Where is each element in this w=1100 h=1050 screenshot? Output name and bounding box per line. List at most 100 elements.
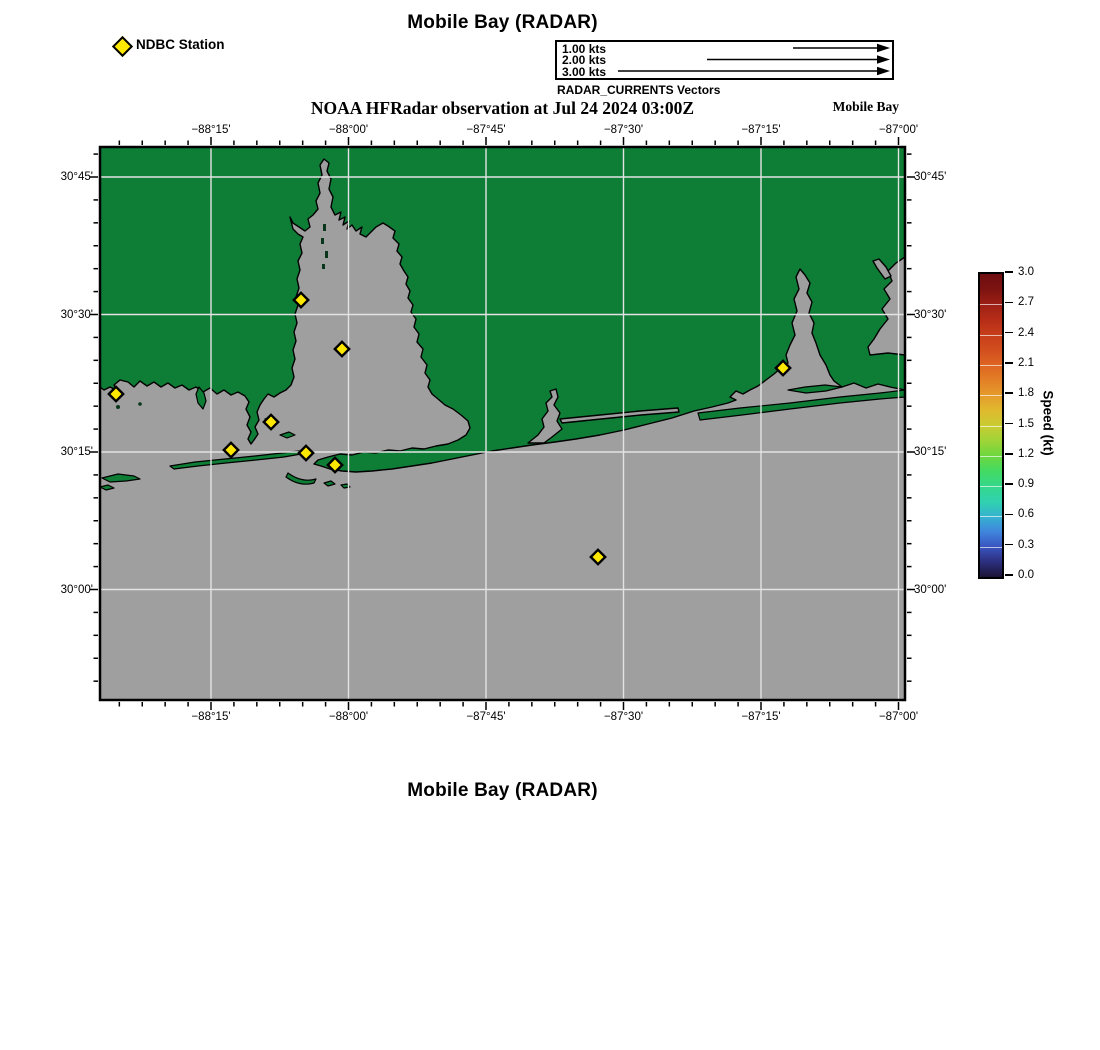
- lon-tick-label-top: −87°45': [466, 124, 506, 136]
- colorbar-tick: [1005, 543, 1013, 546]
- colorbar-tick-label: 0.6: [1018, 508, 1034, 521]
- lon-tick-label-top: −87°00': [878, 124, 919, 136]
- lon-tick-label-bottom: −87°15': [741, 711, 781, 723]
- colorbar-tick-label: 2.7: [1018, 296, 1034, 309]
- colorbar-tick: [1005, 513, 1013, 516]
- vector-arrowhead: [877, 55, 890, 64]
- lon-tick-label-top: −87°30': [603, 124, 644, 136]
- ndbc-station-legend-label: NDBC Station: [136, 37, 225, 52]
- ndbc-station-marker: [222, 441, 240, 459]
- ndbc-station-marker: [107, 385, 125, 403]
- sand-island: [285, 472, 317, 485]
- isle-aux-herbes: [195, 386, 207, 410]
- lon-tick-label-bottom: −87°00': [878, 711, 919, 723]
- vector-scale-1kt: 1.00 kts: [562, 41, 607, 56]
- colorbar-tick-label: 2.1: [1018, 356, 1034, 369]
- colorbar-tick: [1005, 301, 1013, 304]
- vector-arrowhead: [877, 66, 890, 76]
- ndbc-station-markers: [107, 291, 792, 566]
- colorbar-tick: [1005, 362, 1013, 364]
- lon-tick-label-top: −88°15': [191, 124, 231, 136]
- colorbar-tick: [1005, 271, 1013, 273]
- oyster-bay-water: [527, 388, 563, 444]
- little-lagoon-water: [559, 407, 680, 424]
- colorbar-tick: [1005, 483, 1013, 485]
- delta-islet: [321, 238, 324, 244]
- colorbar-tick: [1005, 392, 1013, 394]
- delta-islet: [325, 251, 328, 258]
- lat-tick-label-right: 30°15': [914, 446, 947, 458]
- colorbar-tick-label: 0.0: [1018, 569, 1034, 581]
- colorbar-separator: [980, 516, 1002, 518]
- vector-scale-2kt: 2.00 kts: [562, 53, 607, 67]
- vector-scale-legend: 1.00 kts 2.00 kts 3.00 kts: [555, 40, 894, 80]
- vector-scale-arrows: [618, 43, 890, 76]
- colorbar-tick: [1005, 422, 1013, 425]
- petit-bois-island: [101, 473, 141, 483]
- colorbar-separator: [980, 395, 1002, 397]
- colorbar-tick: [1005, 453, 1013, 455]
- colorbar-tick-label: 0.3: [1018, 538, 1034, 551]
- sand-islet-3: [340, 483, 351, 489]
- page-title: Mobile Bay (RADAR): [407, 12, 598, 33]
- region-label: Mobile Bay: [832, 99, 899, 114]
- colorbar-separator: [980, 304, 1002, 306]
- lat-tick-label-left: 30°00': [60, 583, 93, 596]
- lon-tick-label-bottom: −88°00': [328, 711, 369, 723]
- cedar-point-islet: [279, 431, 296, 439]
- ndbc-station-marker: [297, 444, 315, 462]
- lat-tick-label-left: 30°45': [60, 171, 93, 183]
- vector-scale-3kt: 3.00 kts: [562, 64, 607, 79]
- colorbar-tick-label: 1.2: [1018, 447, 1034, 460]
- ndbc-station-marker: [774, 359, 792, 377]
- colorbar-separator: [980, 425, 1002, 427]
- colorbar-separator: [980, 455, 1002, 457]
- ndbc-station-marker: [326, 456, 344, 474]
- ndbc-station-marker: [589, 548, 607, 566]
- vector-legend-caption: RADAR_CURRENTS Vectors: [557, 83, 721, 97]
- ndbc-station-legend-icon: [111, 35, 134, 58]
- lon-tick-label-top: −88°00': [328, 124, 369, 136]
- delta-islet: [322, 264, 325, 269]
- colorbar-separator: [980, 486, 1002, 488]
- ono-island: [787, 384, 843, 394]
- colorbar-separator: [980, 546, 1002, 548]
- lat-tick-label-left: 30°15': [60, 446, 93, 458]
- footer-title: Mobile Bay (RADAR): [407, 780, 598, 801]
- inlet-channel-water: [872, 258, 892, 280]
- map-frame: [98, 145, 907, 702]
- speed-colorbar: [978, 272, 1004, 579]
- lat-tick-label-right: 30°30': [914, 308, 947, 321]
- vector-arrowhead: [877, 43, 890, 53]
- axis-ticks: [90, 137, 915, 710]
- lon-tick-label-bottom: −87°45': [466, 711, 506, 723]
- map-canvas: [90, 137, 915, 710]
- barrier-islands: [100, 224, 905, 491]
- marsh-dot: [138, 402, 142, 406]
- colorbar-separator: [980, 334, 1002, 336]
- ndbc-station-marker: [292, 291, 310, 309]
- sand-islet-2: [323, 480, 336, 487]
- delta-islet: [323, 224, 326, 231]
- observation-subtitle: NOAA HFRadar observation at Jul 24 2024 …: [310, 98, 695, 118]
- colorbar-tick-label: 1.5: [1018, 417, 1034, 430]
- marsh-dot: [116, 405, 120, 409]
- colorbar-tick: [1005, 331, 1013, 334]
- perdido-key: [697, 389, 905, 421]
- map-area: [90, 137, 915, 710]
- petit-bois-island-2: [100, 484, 115, 491]
- lat-tick-label-left: 30°30': [60, 308, 93, 321]
- colorbar-tick: [1005, 574, 1013, 576]
- lat-tick-label-right: 30°45': [914, 171, 947, 183]
- lon-tick-label-bottom: −88°15': [191, 711, 231, 723]
- colorbar-separator: [980, 364, 1002, 366]
- colorbar-tick-label: 2.4: [1018, 326, 1034, 339]
- ndbc-station-marker: [262, 413, 280, 431]
- colorbar-tick-label: 3.0: [1018, 266, 1034, 278]
- lat-tick-label-right: 30°00': [914, 583, 947, 596]
- colorbar-tick-label: 1.8: [1018, 387, 1034, 400]
- lon-tick-label-top: −87°15': [741, 124, 781, 136]
- lon-tick-label-bottom: −87°30': [603, 711, 644, 723]
- colorbar-title: Speed (kt): [1040, 390, 1056, 456]
